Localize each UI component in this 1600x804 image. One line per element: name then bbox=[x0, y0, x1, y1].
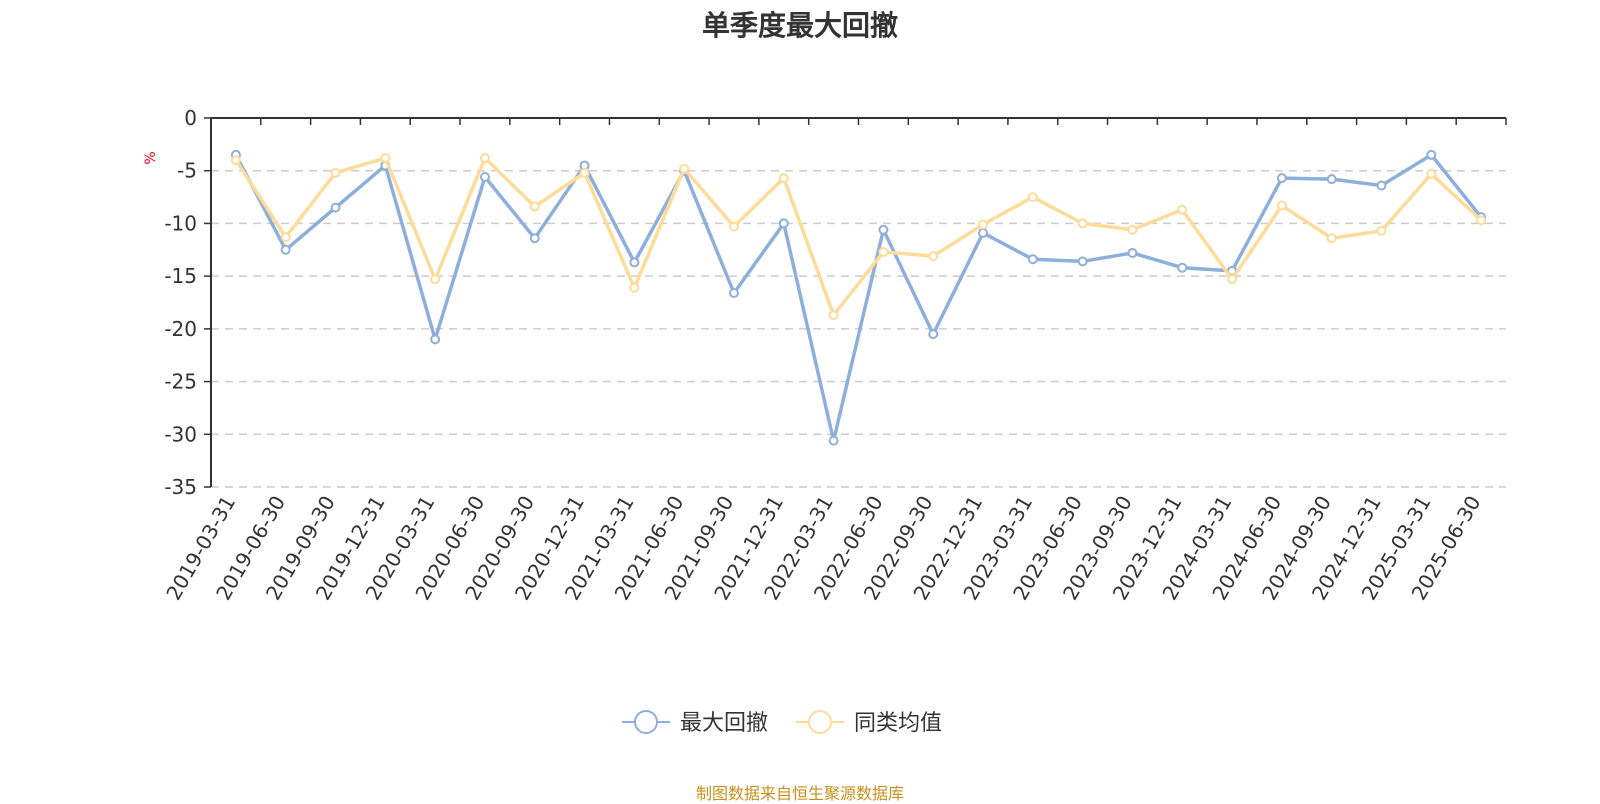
series-line bbox=[234, 153, 1483, 443]
data-point bbox=[1376, 180, 1387, 191]
data-point bbox=[1127, 224, 1138, 235]
data-point bbox=[430, 334, 441, 345]
data-point bbox=[330, 202, 341, 213]
y-unit-label: % bbox=[143, 151, 159, 164]
y-tick-label: -35 bbox=[164, 475, 197, 499]
series-1 bbox=[230, 149, 1487, 446]
data-point bbox=[1326, 233, 1337, 244]
data-point bbox=[878, 224, 889, 235]
data-point bbox=[1077, 218, 1088, 229]
data-point bbox=[1077, 256, 1088, 267]
y-tick-label: -10 bbox=[164, 211, 197, 235]
data-point bbox=[529, 201, 540, 212]
data-point bbox=[230, 155, 241, 166]
data-point bbox=[380, 153, 391, 164]
y-tick-label: -20 bbox=[164, 317, 197, 341]
data-point bbox=[479, 153, 490, 164]
data-point bbox=[1276, 200, 1287, 211]
data-point bbox=[1476, 215, 1487, 226]
chart-title: 单季度最大回撤 bbox=[701, 9, 898, 42]
data-point bbox=[778, 218, 789, 229]
data-point bbox=[1376, 225, 1387, 236]
data-point bbox=[728, 288, 739, 299]
data-point bbox=[928, 251, 939, 262]
data-point bbox=[828, 310, 839, 321]
y-tick-label: -30 bbox=[164, 422, 197, 446]
data-point bbox=[878, 246, 889, 257]
data-point bbox=[280, 244, 291, 255]
data-point bbox=[330, 167, 341, 178]
data-point bbox=[1227, 274, 1238, 285]
data-point bbox=[728, 221, 739, 232]
data-source-note: 制图数据来自恒生聚源数据库 bbox=[695, 784, 904, 803]
data-point bbox=[579, 167, 590, 178]
data-point bbox=[1177, 204, 1188, 215]
y-tick-label: -25 bbox=[164, 370, 197, 394]
data-point bbox=[1276, 173, 1287, 184]
y-tick-label: 0 bbox=[184, 106, 197, 130]
data-point bbox=[479, 172, 490, 183]
data-point bbox=[1027, 254, 1038, 265]
data-point bbox=[978, 227, 989, 238]
data-point bbox=[1426, 168, 1437, 179]
data-point bbox=[679, 163, 690, 174]
data-point bbox=[430, 274, 441, 285]
data-point bbox=[529, 233, 540, 244]
series-line bbox=[234, 156, 1483, 317]
data-point bbox=[828, 435, 839, 446]
legend-item-2: 同类均值 bbox=[796, 710, 942, 736]
data-point bbox=[1177, 262, 1188, 273]
data-point bbox=[1326, 174, 1337, 185]
data-point bbox=[280, 232, 291, 243]
legend-marker bbox=[808, 710, 832, 734]
y-tick-label: -5 bbox=[177, 159, 197, 183]
legend-label: 最大回撤 bbox=[680, 711, 768, 736]
series-2 bbox=[230, 153, 1487, 321]
legend-item-1: 最大回撤 bbox=[622, 710, 768, 736]
y-tick-label: -15 bbox=[164, 264, 197, 288]
legend-label: 同类均值 bbox=[854, 711, 942, 736]
data-point bbox=[629, 257, 640, 268]
data-point bbox=[629, 282, 640, 293]
data-point bbox=[1426, 149, 1437, 160]
data-point bbox=[778, 173, 789, 184]
data-point bbox=[1127, 247, 1138, 258]
data-point bbox=[978, 219, 989, 230]
data-point bbox=[1027, 192, 1038, 203]
legend-marker bbox=[634, 710, 658, 734]
data-point bbox=[928, 329, 939, 340]
